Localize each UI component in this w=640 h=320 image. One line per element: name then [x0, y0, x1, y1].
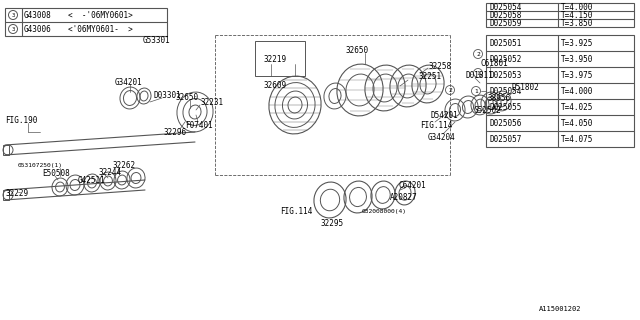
Text: D025056: D025056 — [489, 118, 522, 127]
Text: T=4.000: T=4.000 — [561, 86, 593, 95]
Text: T=3.975: T=3.975 — [561, 70, 593, 79]
Text: 32231: 32231 — [200, 98, 223, 107]
Text: 32650: 32650 — [345, 45, 368, 54]
Text: 2: 2 — [476, 52, 480, 57]
Text: D025059: D025059 — [489, 19, 522, 28]
Text: <'06MY0601-  >: <'06MY0601- > — [68, 25, 132, 34]
Text: 32219: 32219 — [263, 54, 286, 63]
Text: G43008: G43008 — [24, 11, 52, 20]
Text: T=3.850: T=3.850 — [561, 19, 593, 28]
Text: 032008000(4): 032008000(4) — [362, 210, 407, 214]
Bar — [255, 41, 305, 76]
Text: D025051: D025051 — [489, 38, 522, 47]
Text: D025054: D025054 — [489, 3, 522, 12]
Text: C64201: C64201 — [398, 180, 426, 189]
Text: 32609: 32609 — [263, 81, 286, 90]
Text: D025053: D025053 — [489, 70, 522, 79]
Text: FIG.114: FIG.114 — [420, 121, 452, 130]
Text: 3: 3 — [12, 12, 15, 18]
Text: T=4.075: T=4.075 — [561, 134, 593, 143]
Text: G53301: G53301 — [143, 36, 171, 44]
Bar — [486, 3, 634, 27]
Text: 1: 1 — [474, 89, 478, 93]
Text: A115001202: A115001202 — [539, 306, 581, 312]
Text: FIG.114: FIG.114 — [280, 207, 312, 217]
Text: D025054: D025054 — [489, 86, 522, 95]
Text: G34201: G34201 — [115, 77, 143, 86]
Text: T=4.000: T=4.000 — [561, 3, 593, 12]
Text: T=3.925: T=3.925 — [561, 38, 593, 47]
Text: D025055: D025055 — [489, 102, 522, 111]
Bar — [3, 190, 9, 200]
Text: C61801: C61801 — [480, 59, 508, 68]
Text: 053107250(1): 053107250(1) — [18, 163, 63, 167]
Text: G43006: G43006 — [24, 25, 52, 34]
Text: 38956: 38956 — [487, 93, 510, 102]
Text: <  -'06MY0601>: < -'06MY0601> — [68, 11, 132, 20]
Text: D025058: D025058 — [489, 11, 522, 20]
Bar — [486, 35, 634, 147]
Text: D01811: D01811 — [465, 70, 493, 79]
Text: 32251: 32251 — [418, 71, 441, 81]
Text: 32296: 32296 — [163, 127, 186, 137]
Text: 32295: 32295 — [320, 219, 343, 228]
Text: T=4.050: T=4.050 — [561, 118, 593, 127]
Text: FIG.190: FIG.190 — [5, 116, 37, 124]
Text: E50508: E50508 — [42, 169, 70, 178]
Text: T=3.950: T=3.950 — [561, 54, 593, 63]
Text: 2: 2 — [448, 87, 452, 92]
Text: D025052: D025052 — [489, 54, 522, 63]
Text: G34204: G34204 — [428, 132, 456, 141]
Text: 32258: 32258 — [428, 61, 451, 70]
Text: T=4.025: T=4.025 — [561, 102, 593, 111]
Bar — [3, 145, 9, 155]
Text: 32262: 32262 — [112, 161, 135, 170]
Text: T=4.150: T=4.150 — [561, 11, 593, 20]
Text: D54201: D54201 — [430, 110, 458, 119]
Text: G52502: G52502 — [474, 106, 502, 115]
Text: D51802: D51802 — [511, 83, 539, 92]
Text: D025057: D025057 — [489, 134, 522, 143]
Text: 32229: 32229 — [5, 189, 28, 198]
Text: 3: 3 — [12, 27, 15, 31]
Text: 32650: 32650 — [175, 92, 198, 101]
Text: A20827: A20827 — [390, 193, 418, 202]
Text: F07401: F07401 — [185, 121, 212, 130]
Text: D03301: D03301 — [153, 91, 180, 100]
Text: 32244: 32244 — [98, 167, 121, 177]
Text: G42511: G42511 — [78, 175, 106, 185]
Text: 1: 1 — [476, 70, 480, 76]
Bar — [5, 8, 167, 36]
